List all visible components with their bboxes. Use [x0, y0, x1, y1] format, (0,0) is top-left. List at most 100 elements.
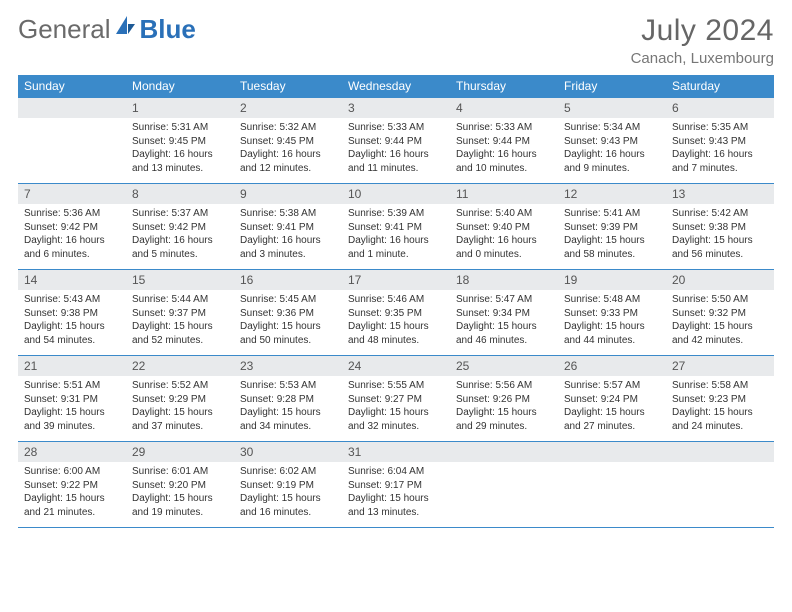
day-details: Sunrise: 5:31 AMSunset: 9:45 PMDaylight:… — [126, 118, 234, 179]
day-number: 26 — [558, 356, 666, 376]
day-number-empty — [18, 98, 126, 118]
day-number: 15 — [126, 270, 234, 290]
calendar-cell — [666, 442, 774, 528]
calendar-cell: 20Sunrise: 5:50 AMSunset: 9:32 PMDayligh… — [666, 270, 774, 356]
day-number: 12 — [558, 184, 666, 204]
day-number: 16 — [234, 270, 342, 290]
day-number: 8 — [126, 184, 234, 204]
calendar-cell: 10Sunrise: 5:39 AMSunset: 9:41 PMDayligh… — [342, 184, 450, 270]
calendar-cell: 13Sunrise: 5:42 AMSunset: 9:38 PMDayligh… — [666, 184, 774, 270]
day-details: Sunrise: 5:38 AMSunset: 9:41 PMDaylight:… — [234, 204, 342, 265]
day-number: 10 — [342, 184, 450, 204]
day-number: 27 — [666, 356, 774, 376]
day-details: Sunrise: 6:02 AMSunset: 9:19 PMDaylight:… — [234, 462, 342, 523]
weekday-saturday: Saturday — [666, 75, 774, 98]
day-number: 1 — [126, 98, 234, 118]
day-number: 13 — [666, 184, 774, 204]
day-number-empty — [558, 442, 666, 462]
calendar-cell: 3Sunrise: 5:33 AMSunset: 9:44 PMDaylight… — [342, 98, 450, 184]
calendar-cell: 9Sunrise: 5:38 AMSunset: 9:41 PMDaylight… — [234, 184, 342, 270]
day-number-empty — [666, 442, 774, 462]
calendar-cell: 23Sunrise: 5:53 AMSunset: 9:28 PMDayligh… — [234, 356, 342, 442]
brand-text-general: General — [18, 14, 111, 45]
calendar-cell: 19Sunrise: 5:48 AMSunset: 9:33 PMDayligh… — [558, 270, 666, 356]
day-details: Sunrise: 5:53 AMSunset: 9:28 PMDaylight:… — [234, 376, 342, 437]
calendar-row: 28Sunrise: 6:00 AMSunset: 9:22 PMDayligh… — [18, 442, 774, 528]
calendar-row: 21Sunrise: 5:51 AMSunset: 9:31 PMDayligh… — [18, 356, 774, 442]
day-details: Sunrise: 5:47 AMSunset: 9:34 PMDaylight:… — [450, 290, 558, 351]
day-number: 3 — [342, 98, 450, 118]
day-number: 25 — [450, 356, 558, 376]
day-number-empty — [450, 442, 558, 462]
calendar-body: 1Sunrise: 5:31 AMSunset: 9:45 PMDaylight… — [18, 98, 774, 528]
day-number: 24 — [342, 356, 450, 376]
day-details: Sunrise: 5:33 AMSunset: 9:44 PMDaylight:… — [450, 118, 558, 179]
brand-logo: General Blue — [18, 14, 196, 45]
calendar-cell: 26Sunrise: 5:57 AMSunset: 9:24 PMDayligh… — [558, 356, 666, 442]
day-details: Sunrise: 5:34 AMSunset: 9:43 PMDaylight:… — [558, 118, 666, 179]
day-details: Sunrise: 5:55 AMSunset: 9:27 PMDaylight:… — [342, 376, 450, 437]
calendar-cell: 12Sunrise: 5:41 AMSunset: 9:39 PMDayligh… — [558, 184, 666, 270]
calendar-row: 14Sunrise: 5:43 AMSunset: 9:38 PMDayligh… — [18, 270, 774, 356]
day-details: Sunrise: 5:51 AMSunset: 9:31 PMDaylight:… — [18, 376, 126, 437]
day-details: Sunrise: 5:52 AMSunset: 9:29 PMDaylight:… — [126, 376, 234, 437]
weekday-friday: Friday — [558, 75, 666, 98]
calendar-cell: 28Sunrise: 6:00 AMSunset: 9:22 PMDayligh… — [18, 442, 126, 528]
title-month: July 2024 — [631, 14, 774, 48]
calendar-cell: 1Sunrise: 5:31 AMSunset: 9:45 PMDaylight… — [126, 98, 234, 184]
weekday-sunday: Sunday — [18, 75, 126, 98]
day-details: Sunrise: 5:33 AMSunset: 9:44 PMDaylight:… — [342, 118, 450, 179]
day-number: 4 — [450, 98, 558, 118]
calendar-cell — [450, 442, 558, 528]
day-details: Sunrise: 5:39 AMSunset: 9:41 PMDaylight:… — [342, 204, 450, 265]
day-details: Sunrise: 5:45 AMSunset: 9:36 PMDaylight:… — [234, 290, 342, 351]
day-number: 23 — [234, 356, 342, 376]
calendar-cell: 31Sunrise: 6:04 AMSunset: 9:17 PMDayligh… — [342, 442, 450, 528]
day-number: 20 — [666, 270, 774, 290]
weekday-monday: Monday — [126, 75, 234, 98]
day-details: Sunrise: 5:57 AMSunset: 9:24 PMDaylight:… — [558, 376, 666, 437]
calendar-cell: 21Sunrise: 5:51 AMSunset: 9:31 PMDayligh… — [18, 356, 126, 442]
day-details: Sunrise: 5:42 AMSunset: 9:38 PMDaylight:… — [666, 204, 774, 265]
brand-sail-icon — [113, 14, 137, 45]
day-details: Sunrise: 6:00 AMSunset: 9:22 PMDaylight:… — [18, 462, 126, 523]
calendar-cell: 5Sunrise: 5:34 AMSunset: 9:43 PMDaylight… — [558, 98, 666, 184]
calendar-cell: 14Sunrise: 5:43 AMSunset: 9:38 PMDayligh… — [18, 270, 126, 356]
day-details: Sunrise: 5:41 AMSunset: 9:39 PMDaylight:… — [558, 204, 666, 265]
day-number: 22 — [126, 356, 234, 376]
day-details: Sunrise: 5:58 AMSunset: 9:23 PMDaylight:… — [666, 376, 774, 437]
calendar-cell: 29Sunrise: 6:01 AMSunset: 9:20 PMDayligh… — [126, 442, 234, 528]
calendar-cell: 17Sunrise: 5:46 AMSunset: 9:35 PMDayligh… — [342, 270, 450, 356]
calendar-cell: 8Sunrise: 5:37 AMSunset: 9:42 PMDaylight… — [126, 184, 234, 270]
day-number: 5 — [558, 98, 666, 118]
day-number: 7 — [18, 184, 126, 204]
calendar-cell: 2Sunrise: 5:32 AMSunset: 9:45 PMDaylight… — [234, 98, 342, 184]
calendar-cell: 24Sunrise: 5:55 AMSunset: 9:27 PMDayligh… — [342, 356, 450, 442]
day-details: Sunrise: 5:37 AMSunset: 9:42 PMDaylight:… — [126, 204, 234, 265]
calendar-row: 7Sunrise: 5:36 AMSunset: 9:42 PMDaylight… — [18, 184, 774, 270]
day-details: Sunrise: 5:50 AMSunset: 9:32 PMDaylight:… — [666, 290, 774, 351]
day-number: 6 — [666, 98, 774, 118]
calendar-cell: 18Sunrise: 5:47 AMSunset: 9:34 PMDayligh… — [450, 270, 558, 356]
weekday-wednesday: Wednesday — [342, 75, 450, 98]
day-number: 17 — [342, 270, 450, 290]
day-number: 18 — [450, 270, 558, 290]
calendar-cell: 16Sunrise: 5:45 AMSunset: 9:36 PMDayligh… — [234, 270, 342, 356]
calendar-cell: 7Sunrise: 5:36 AMSunset: 9:42 PMDaylight… — [18, 184, 126, 270]
calendar-cell — [18, 98, 126, 184]
calendar-cell: 25Sunrise: 5:56 AMSunset: 9:26 PMDayligh… — [450, 356, 558, 442]
day-details: Sunrise: 5:32 AMSunset: 9:45 PMDaylight:… — [234, 118, 342, 179]
day-details: Sunrise: 5:46 AMSunset: 9:35 PMDaylight:… — [342, 290, 450, 351]
day-details: Sunrise: 5:56 AMSunset: 9:26 PMDaylight:… — [450, 376, 558, 437]
calendar-row: 1Sunrise: 5:31 AMSunset: 9:45 PMDaylight… — [18, 98, 774, 184]
calendar-cell: 11Sunrise: 5:40 AMSunset: 9:40 PMDayligh… — [450, 184, 558, 270]
calendar-cell: 6Sunrise: 5:35 AMSunset: 9:43 PMDaylight… — [666, 98, 774, 184]
day-number: 14 — [18, 270, 126, 290]
calendar-table: SundayMondayTuesdayWednesdayThursdayFrid… — [18, 75, 774, 528]
day-details: Sunrise: 6:01 AMSunset: 9:20 PMDaylight:… — [126, 462, 234, 523]
day-number: 30 — [234, 442, 342, 462]
title-location: Canach, Luxembourg — [631, 50, 774, 67]
day-number: 31 — [342, 442, 450, 462]
header: General Blue July 2024 Canach, Luxembour… — [18, 14, 774, 67]
day-details: Sunrise: 5:48 AMSunset: 9:33 PMDaylight:… — [558, 290, 666, 351]
